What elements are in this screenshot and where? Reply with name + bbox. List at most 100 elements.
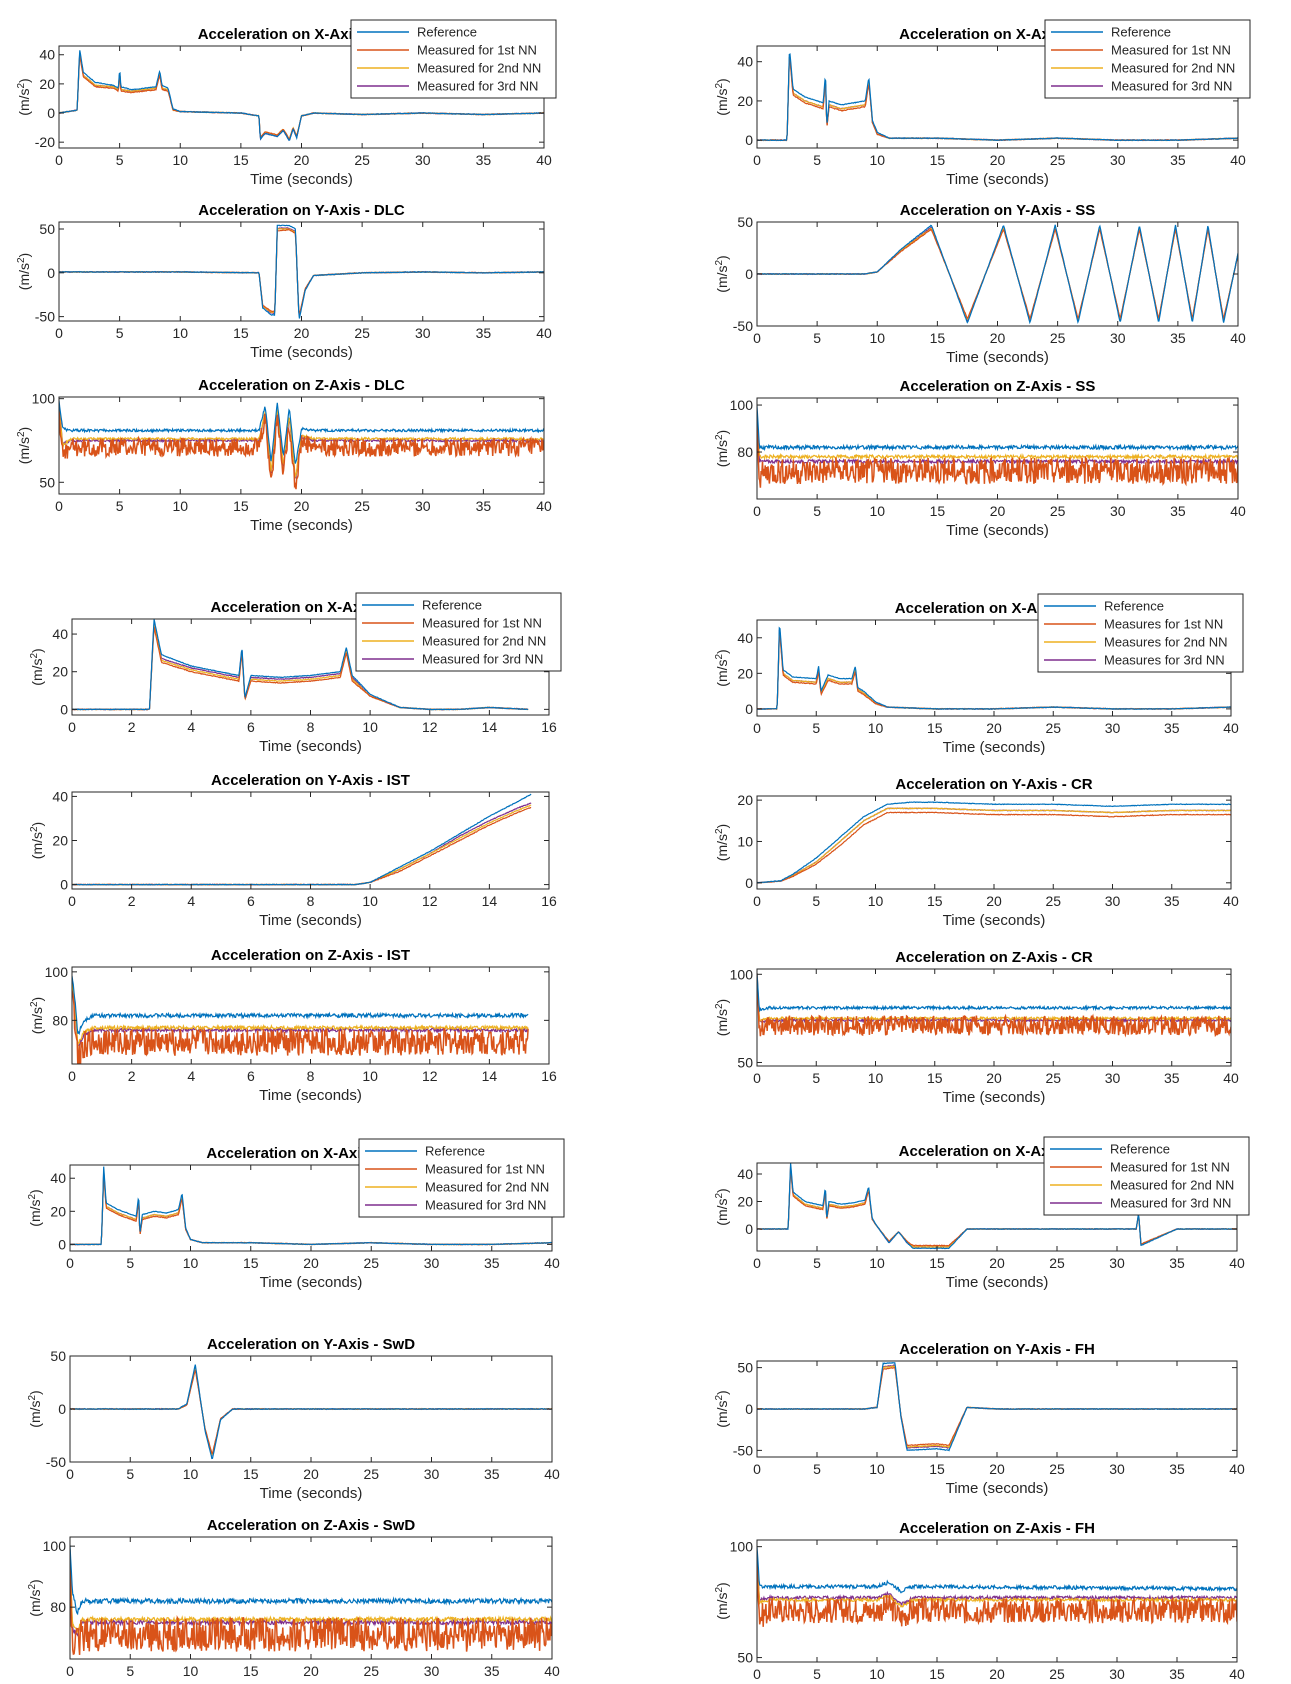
- series-line-1: [72, 975, 529, 1036]
- x-tick-label: 35: [1164, 1070, 1180, 1086]
- series-group: [757, 973, 1231, 1038]
- y-tick-label: 40: [737, 54, 753, 70]
- x-tick-label: 25: [1049, 1666, 1065, 1682]
- chart-5: 0 5 10 15 20 25 30 35 40 50 100 Acceleration on Z-A…: [16, 377, 552, 534]
- y-tick-label: 40: [50, 1170, 66, 1186]
- x-tick-label: 30: [1105, 1070, 1121, 1086]
- x-tick-label: 0: [753, 720, 761, 736]
- x-tick-label: 30: [1109, 1666, 1125, 1682]
- y-axis-label: (m/s2): [714, 649, 731, 686]
- x-tick-label: 35: [1169, 1461, 1185, 1477]
- x-tick-label: 10: [183, 1466, 199, 1482]
- legend-entry: Reference: [1111, 25, 1171, 40]
- x-tick-label: 2: [128, 893, 136, 909]
- x-tick-label: 20: [989, 1461, 1005, 1477]
- x-axis-label: Time (seconds): [260, 1682, 363, 1684]
- x-tick-label: 15: [930, 152, 946, 168]
- x-tick-label: 25: [1050, 503, 1066, 519]
- x-axis-label: Time (seconds): [250, 171, 353, 188]
- legend-box: [1044, 19, 1251, 99]
- legend: Reference Measures for 1st NN Measures for…: [1037, 593, 1244, 673]
- series-group: [757, 626, 1231, 711]
- series-line-3: [70, 1368, 552, 1456]
- series-line-1: [59, 224, 544, 319]
- x-axis-label: Time (seconds): [943, 1089, 1046, 1106]
- series-line-1: [70, 1364, 552, 1460]
- x-tick-label: 15: [233, 325, 249, 341]
- x-tick-label: 6: [247, 1068, 255, 1084]
- x-tick-label: 10: [869, 503, 885, 519]
- x-tick-label: 0: [55, 325, 63, 341]
- series-group: [72, 975, 529, 1064]
- series-group: [59, 400, 544, 490]
- series-group: [757, 1546, 1237, 1627]
- y-tick-label: 20: [39, 76, 55, 92]
- x-tick-label: 2: [128, 1068, 136, 1084]
- x-tick-label: 25: [363, 1466, 379, 1482]
- chart-12: 0 5 10 15 20 25 30 35 40 50 100 Acceleration on Z-A…: [714, 949, 1239, 1106]
- x-tick-label: 35: [1169, 1666, 1185, 1682]
- series-group: [70, 1166, 552, 1246]
- y-tick-label: 50: [737, 1650, 753, 1666]
- x-tick-label: 10: [183, 1255, 199, 1271]
- y-tick-label: 0: [745, 266, 753, 282]
- x-tick-label: 10: [868, 893, 884, 909]
- x-tick-label: 35: [1164, 893, 1180, 909]
- series-line-1: [757, 224, 1238, 325]
- x-tick-label: 25: [1050, 152, 1066, 168]
- legend-entry: Measured for 2nd NN: [425, 1180, 549, 1195]
- series-line-4: [757, 978, 1231, 1024]
- x-tick-label: 10: [172, 498, 188, 514]
- x-tick-label: 15: [927, 1070, 943, 1086]
- y-tick-label: 100: [45, 964, 69, 980]
- x-tick-label: 25: [363, 1663, 379, 1679]
- y-axis-label: (m/s2): [29, 648, 46, 685]
- x-tick-label: 20: [989, 1255, 1005, 1271]
- x-tick-label: 35: [1170, 503, 1186, 519]
- x-tick-label: 0: [55, 498, 63, 514]
- y-tick-label: -50: [46, 1454, 66, 1470]
- x-tick-label: 2: [128, 719, 136, 735]
- x-tick-label: 5: [813, 330, 821, 346]
- series-group: [757, 801, 1231, 884]
- x-tick-label: 10: [869, 330, 885, 346]
- x-tick-label: 15: [243, 1466, 259, 1482]
- y-axis-label: (m/s2): [714, 999, 731, 1036]
- x-tick-label: 10: [362, 719, 378, 735]
- y-tick-label: 50: [737, 214, 753, 230]
- x-tick-label: 15: [929, 1666, 945, 1682]
- x-tick-label: 30: [415, 498, 431, 514]
- x-tick-label: 40: [1223, 1070, 1239, 1086]
- x-tick-label: 10: [869, 1255, 885, 1271]
- x-axis-label: Time (seconds): [259, 1087, 362, 1104]
- y-tick-label: -20: [35, 134, 55, 150]
- y-tick-label: 40: [39, 47, 55, 63]
- x-tick-label: 25: [354, 498, 370, 514]
- x-tick-label: 20: [303, 1466, 319, 1482]
- x-tick-label: 25: [354, 325, 370, 341]
- x-tick-label: 30: [1110, 330, 1126, 346]
- chart-title: Acceleration on Z-Axis - IST: [211, 947, 410, 964]
- x-tick-label: 30: [1109, 1461, 1125, 1477]
- y-tick-label: 80: [52, 1012, 68, 1028]
- x-tick-label: 15: [927, 720, 943, 736]
- y-axis-label: (m/s2): [16, 253, 33, 290]
- x-axis-label: Time (seconds): [259, 912, 362, 929]
- series-group: [59, 50, 544, 142]
- x-tick-label: 35: [476, 325, 492, 341]
- x-tick-label: 15: [929, 1255, 945, 1271]
- y-tick-label: 80: [737, 444, 753, 460]
- x-tick-label: 40: [544, 1466, 560, 1482]
- x-tick-label: 0: [753, 893, 761, 909]
- x-tick-label: 15: [930, 503, 946, 519]
- x-tick-label: 30: [424, 1663, 440, 1679]
- x-tick-label: 0: [753, 1070, 761, 1086]
- y-tick-label: 20: [737, 665, 753, 681]
- x-tick-label: 40: [1230, 152, 1246, 168]
- legend-entry: Measured for 3rd NN: [1111, 79, 1232, 94]
- x-tick-label: 5: [813, 503, 821, 519]
- chart-10: 0 5 10 15 20 25 30 35 40 0 10 20 Acceleration on Y-A…: [714, 776, 1239, 929]
- x-tick-label: 5: [813, 152, 821, 168]
